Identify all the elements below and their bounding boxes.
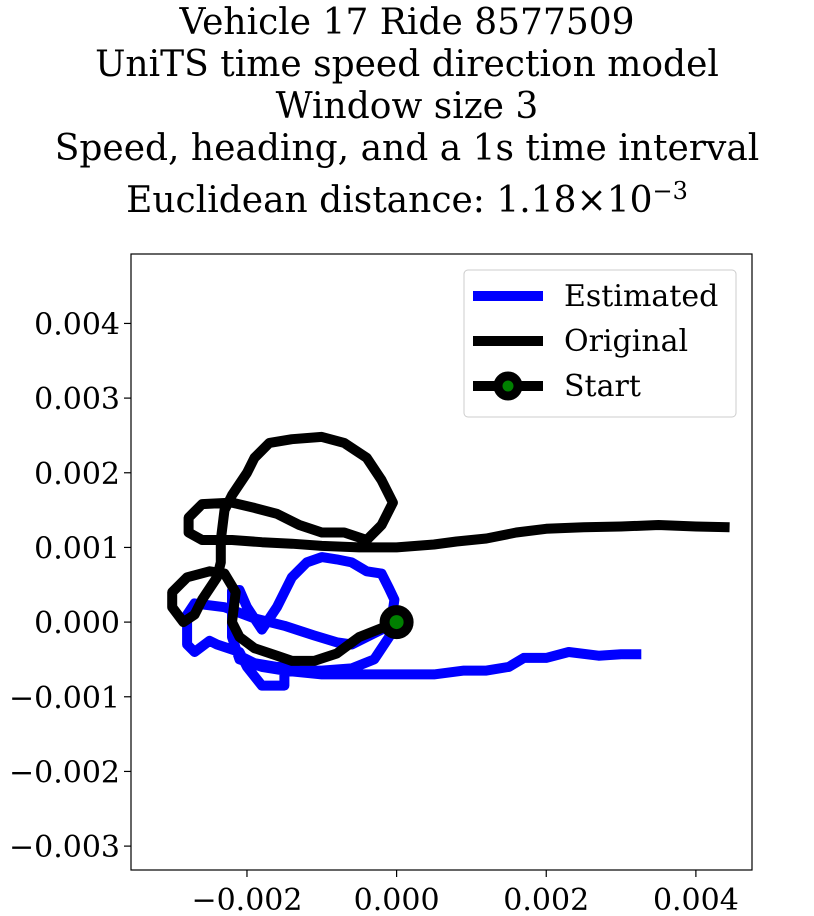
x-tick-label: −0.002 <box>191 883 302 916</box>
metric-times: ×10 <box>576 180 653 221</box>
x-tick-label: 0.002 <box>503 883 589 916</box>
legend: Estimated Original Start <box>463 269 737 418</box>
title-line-1: Vehicle 17 Ride 8577509 <box>179 2 635 43</box>
legend-box <box>463 269 737 418</box>
x-tick-label: 0.000 <box>354 883 440 916</box>
title-line-3: Window size 3 <box>275 86 539 127</box>
start-marker <box>379 605 414 640</box>
y-tick-label: 0.002 <box>34 457 120 492</box>
y-tick-label: 0.003 <box>34 382 120 417</box>
chart-title: Vehicle 17 Ride 8577509 UniTS time speed… <box>0 2 814 222</box>
y-tick-label: 0.000 <box>34 606 120 641</box>
metric-mantissa: 1.18 <box>496 180 577 221</box>
y-tick-label: −0.002 <box>9 755 120 790</box>
metric-exponent: −3 <box>652 177 688 205</box>
axis-ticks: −0.002 0.000 0.002 0.004 0.004 0.003 0.002 0.00… <box>9 307 739 916</box>
legend-label-original: Original <box>564 324 688 359</box>
title-line-4: Speed, heading, and a 1s time interval <box>54 128 760 169</box>
legend-label-start: Start <box>564 369 641 404</box>
y-tick-label: 0.001 <box>34 531 120 566</box>
series-layer <box>167 431 730 691</box>
series-line-original <box>167 431 730 666</box>
title-line-2: UniTS time speed direction model <box>95 44 719 85</box>
title-line-metric: Euclidean distance: 1.18×10−3 <box>0 170 814 222</box>
legend-label-estimated: Estimated <box>564 279 718 314</box>
y-tick-label: −0.001 <box>9 681 120 716</box>
series-line-estimated <box>182 552 642 691</box>
legend-start-marker <box>493 371 523 401</box>
plot-frame <box>130 253 753 871</box>
metric-label: Euclidean distance: <box>126 180 497 221</box>
y-tick-label: 0.004 <box>34 307 120 342</box>
x-tick-label: 0.004 <box>653 883 739 916</box>
y-tick-label: −0.003 <box>9 830 120 865</box>
